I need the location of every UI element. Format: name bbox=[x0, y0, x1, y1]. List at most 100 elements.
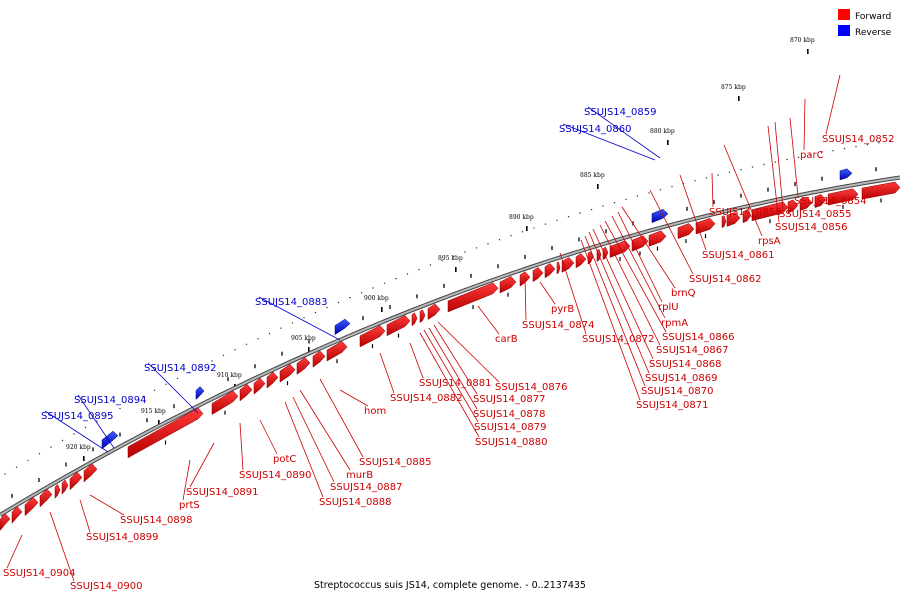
gene-label[interactable]: SSUJS14_0862 bbox=[689, 274, 762, 285]
forward-gene-arrow[interactable] bbox=[427, 303, 441, 320]
gene-label[interactable]: SSUJS14_0887 bbox=[330, 482, 403, 493]
forward-gene-arrow[interactable] bbox=[721, 215, 727, 228]
forward-gene-arrow[interactable] bbox=[447, 282, 499, 313]
forward-gene-arrow[interactable] bbox=[11, 506, 23, 524]
forward-gene-arrow[interactable] bbox=[742, 209, 752, 224]
gene-label[interactable]: SSUJS14_0858 bbox=[709, 207, 782, 218]
label-leader bbox=[419, 332, 480, 438]
gene-label[interactable]: potC bbox=[273, 454, 296, 465]
forward-gene-arrow[interactable] bbox=[24, 496, 39, 517]
label-leader bbox=[723, 144, 763, 237]
gene-label[interactable]: SSUJS14_0900 bbox=[70, 581, 143, 592]
label-leader bbox=[77, 394, 115, 449]
gene-label[interactable]: hom bbox=[364, 406, 386, 417]
reverse-gene-arrow[interactable] bbox=[334, 318, 351, 336]
forward-gene-arrow[interactable] bbox=[127, 407, 204, 459]
gene-label[interactable]: SSUJS14_0894 bbox=[74, 395, 147, 406]
gene-label[interactable]: SSUJS14_0859 bbox=[584, 107, 657, 118]
gene-label[interactable]: murB bbox=[346, 470, 373, 481]
gene-label[interactable]: SSUJS14_0856 bbox=[775, 222, 848, 233]
forward-gene-arrow[interactable] bbox=[83, 463, 98, 483]
forward-gene-arrow[interactable] bbox=[253, 377, 266, 395]
gene-label[interactable]: parC bbox=[800, 150, 824, 161]
forward-gene-arrow[interactable] bbox=[266, 371, 279, 389]
gene-label[interactable]: SSUJS14_0882 bbox=[390, 393, 463, 404]
gene-label[interactable]: rpsA bbox=[758, 236, 781, 247]
forward-gene-arrow[interactable] bbox=[0, 513, 11, 531]
forward-gene-arrow[interactable] bbox=[575, 253, 587, 269]
gene-label[interactable]: SSUJS14_0860 bbox=[559, 124, 632, 135]
reverse-gene-arrow[interactable] bbox=[195, 386, 205, 401]
gene-label[interactable]: SSUJS14_0872 bbox=[582, 334, 655, 345]
forward-gene-arrow[interactable] bbox=[239, 383, 253, 402]
gene-label[interactable]: SSUJS14_0904 bbox=[3, 568, 76, 579]
gene-label[interactable]: SSUJS14_0895 bbox=[41, 411, 114, 422]
gene-label[interactable]: SSUJS14_0852 bbox=[822, 134, 895, 145]
gene-label[interactable]: SSUJS14_0854 bbox=[794, 196, 867, 207]
reverse-gene-arrow[interactable] bbox=[101, 430, 119, 450]
forward-gene-arrow[interactable] bbox=[419, 309, 426, 324]
forward-gene-arrow[interactable] bbox=[799, 196, 813, 211]
gene-label[interactable]: SSUJS14_0879 bbox=[474, 422, 547, 433]
gene-label[interactable]: SSUJS14_0861 bbox=[702, 250, 775, 261]
forward-gene-arrow[interactable] bbox=[312, 350, 326, 368]
forward-gene-arrow[interactable] bbox=[544, 263, 556, 279]
gene-label[interactable]: SSUJS14_0880 bbox=[475, 437, 548, 448]
gene-label[interactable]: carB bbox=[495, 334, 518, 345]
forward-gene-arrow[interactable] bbox=[54, 483, 61, 499]
ruler-dot bbox=[38, 453, 41, 455]
reverse-gene-arrow[interactable] bbox=[839, 168, 853, 181]
forward-gene-arrow[interactable] bbox=[861, 181, 900, 200]
forward-gene-arrow[interactable] bbox=[39, 488, 53, 508]
forward-gene-arrow[interactable] bbox=[787, 199, 799, 214]
gene-label[interactable]: SSUJS14_0877 bbox=[473, 394, 546, 405]
forward-gene-arrow[interactable] bbox=[359, 325, 386, 348]
forward-gene-arrow[interactable] bbox=[61, 479, 69, 495]
gene-label[interactable]: SSUJS14_0871 bbox=[636, 400, 709, 411]
reverse-gene-arrow[interactable] bbox=[651, 209, 669, 223]
gene-label[interactable]: prtS bbox=[179, 500, 200, 511]
gene-label[interactable]: brnQ bbox=[671, 288, 696, 299]
gene-label[interactable]: rpmA bbox=[661, 318, 688, 329]
forward-gene-arrow[interactable] bbox=[556, 261, 561, 275]
gene-label[interactable]: pyrB bbox=[551, 304, 574, 315]
forward-gene-arrow[interactable] bbox=[499, 276, 517, 294]
gene-label[interactable]: SSUJS14_0870 bbox=[641, 386, 714, 397]
forward-gene-arrow[interactable] bbox=[296, 357, 311, 375]
gene-label[interactable]: SSUJS14_0892 bbox=[144, 363, 217, 374]
gene-label[interactable]: SSUJS14_0890 bbox=[239, 470, 312, 481]
gene-label[interactable]: SSUJS14_0885 bbox=[359, 457, 432, 468]
gene-label[interactable]: SSUJS14_0881 bbox=[419, 378, 492, 389]
forward-gene-arrow[interactable] bbox=[751, 201, 789, 222]
forward-gene-arrow[interactable] bbox=[532, 267, 544, 283]
gene-label[interactable]: SSUJS14_0883 bbox=[255, 297, 328, 308]
gene-label[interactable]: SSUJS14_0867 bbox=[656, 345, 729, 356]
forward-gene-arrow[interactable] bbox=[695, 218, 716, 235]
gene-label[interactable]: SSUJS14_0869 bbox=[645, 373, 718, 384]
gene-label[interactable]: SSUJS14_0878 bbox=[473, 409, 546, 420]
ruler-tick bbox=[381, 307, 383, 312]
forward-gene-arrow[interactable] bbox=[411, 312, 418, 327]
forward-gene-arrow[interactable] bbox=[326, 341, 348, 362]
gene-label[interactable]: rplU bbox=[658, 302, 679, 313]
forward-gene-arrow[interactable] bbox=[726, 212, 741, 227]
forward-gene-arrow[interactable] bbox=[69, 471, 83, 491]
gene-label[interactable]: SSUJS14_0868 bbox=[649, 359, 722, 370]
forward-gene-arrow[interactable] bbox=[602, 246, 609, 261]
forward-gene-arrow[interactable] bbox=[587, 251, 594, 265]
forward-gene-arrow[interactable] bbox=[386, 315, 411, 337]
gene-label[interactable]: SSUJS14_0874 bbox=[522, 320, 595, 331]
forward-gene-arrow[interactable] bbox=[211, 390, 239, 415]
gene-label[interactable]: SSUJS14_0855 bbox=[779, 209, 852, 220]
forward-gene-arrow[interactable] bbox=[827, 188, 859, 206]
gene-label[interactable]: SSUJS14_0888 bbox=[319, 497, 392, 508]
gene-label[interactable]: SSUJS14_0891 bbox=[186, 487, 259, 498]
gene-label[interactable]: SSUJS14_0866 bbox=[662, 332, 735, 343]
forward-gene-arrow[interactable] bbox=[648, 230, 667, 247]
gene-label[interactable]: SSUJS14_0899 bbox=[86, 532, 159, 543]
forward-gene-arrow[interactable] bbox=[814, 194, 827, 208]
forward-gene-arrow[interactable] bbox=[279, 363, 296, 383]
gene-label[interactable]: SSUJS14_0876 bbox=[495, 382, 568, 393]
forward-gene-arrow[interactable] bbox=[677, 223, 695, 239]
gene-label[interactable]: SSUJS14_0898 bbox=[120, 515, 193, 526]
